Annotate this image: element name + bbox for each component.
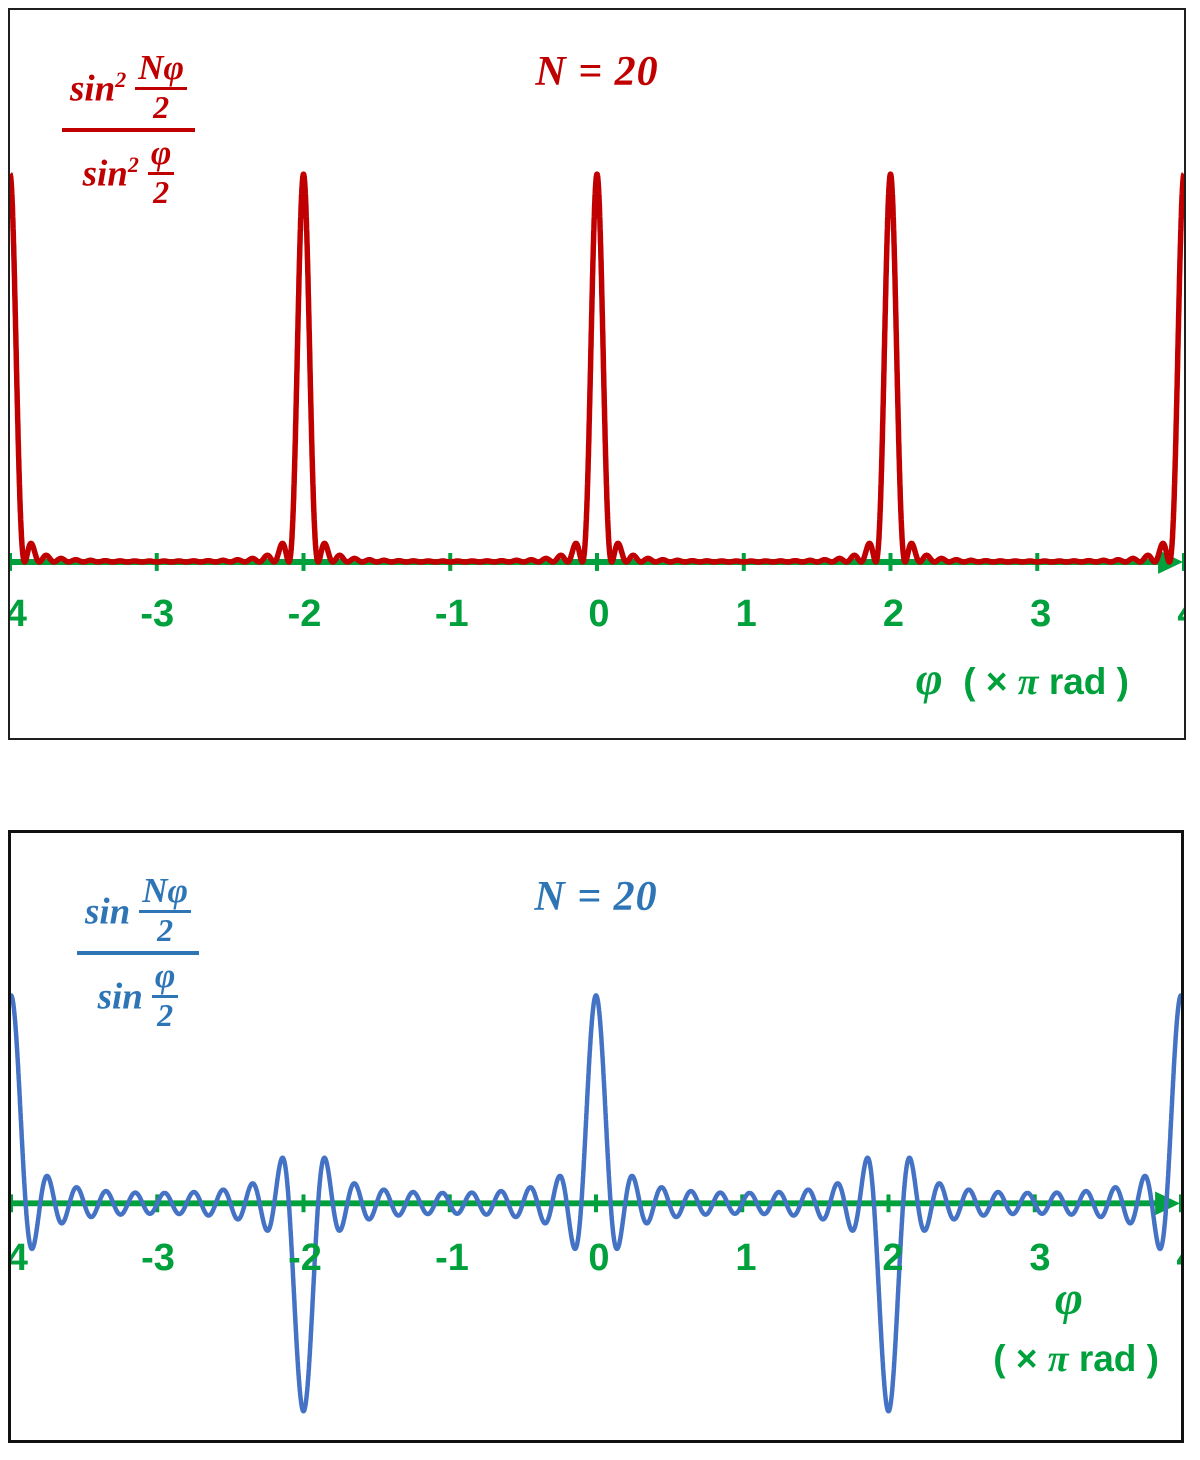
- x-tick-label--2: -2: [287, 593, 322, 635]
- formula-denominator: sin2 φ 2: [75, 134, 183, 210]
- x-tick-label-1: 1: [735, 593, 757, 635]
- n-phi-over-2-fraction: Nφ 2: [139, 872, 192, 948]
- phi-symbol: φ: [915, 653, 943, 704]
- pi-symbol: π: [1017, 661, 1039, 703]
- main-fraction-bar: [62, 127, 196, 132]
- phi-symbol: φ: [1054, 1272, 1083, 1325]
- intensity-curve: [10, 171, 1184, 565]
- formula-numerator: sin Nφ 2: [77, 872, 199, 948]
- x-tick-label--2: -2: [288, 1237, 322, 1279]
- x-tick-label-0: 0: [588, 1237, 610, 1279]
- intensity-formula: sin2 Nφ 2 sin2 φ 2: [62, 49, 196, 210]
- amplitude-title: N = 20: [534, 874, 658, 920]
- x-axis-unit-label: ( × π rad ): [993, 1338, 1159, 1380]
- x-tick-label--1: -1: [434, 593, 469, 635]
- x-tick-label--3: -3: [140, 593, 175, 635]
- intensity-plot-canvas: [10, 171, 1184, 574]
- x-tick-label-4: 4: [1176, 1239, 1181, 1277]
- sin-label: sin: [97, 976, 143, 1018]
- fraction-bar: [135, 86, 188, 90]
- x-tick-label-2: 2: [882, 1237, 904, 1279]
- pi-symbol: π: [1047, 1338, 1069, 1380]
- phi-over-2-fraction: φ 2: [147, 134, 175, 210]
- amplitude-curve: [11, 993, 1181, 1414]
- fraction-bar: [147, 171, 175, 175]
- x-tick-label--3: -3: [141, 1237, 175, 1279]
- x-tick-label--4: -4: [8, 1237, 28, 1279]
- main-fraction-bar: [77, 950, 200, 955]
- x-tick-label--1: -1: [435, 1237, 469, 1279]
- amplitude-plot-canvas: [11, 993, 1181, 1414]
- intensity-title: N = 20: [535, 49, 659, 95]
- fraction-bar: [151, 994, 179, 998]
- x-tick-label-0: 0: [588, 593, 610, 635]
- amplitude-panel: sin Nφ 2 sin φ 2 N = 20 φ ( × π rad ) -4…: [8, 830, 1184, 1443]
- x-tick-label-2: 2: [882, 593, 905, 635]
- x-tick-label-3: 3: [1029, 1237, 1051, 1279]
- x-axis-label: φ ( × π rad ): [915, 653, 1129, 704]
- sin-squared-label: sin2: [70, 67, 127, 110]
- x-tick-label-4: 4: [1177, 595, 1184, 633]
- fraction-bar: [139, 909, 192, 913]
- amplitude-formula: sin Nφ 2 sin φ 2: [77, 872, 200, 1033]
- n-phi-over-2-fraction: Nφ 2: [135, 49, 188, 125]
- x-tick-label-1: 1: [735, 1237, 757, 1279]
- x-tick-label--4: -4: [10, 595, 27, 633]
- sin-squared-label: sin2: [82, 152, 139, 195]
- intensity-panel: sin2 Nφ 2 sin2 φ 2 N = 20 φ ( × π rad ) …: [8, 8, 1186, 740]
- sin-label: sin: [85, 891, 131, 933]
- x-tick-label-3: 3: [1030, 593, 1052, 635]
- formula-numerator: sin2 Nφ 2: [62, 49, 195, 125]
- formula-denominator: sin φ 2: [90, 957, 187, 1033]
- phi-over-2-fraction: φ 2: [151, 957, 179, 1033]
